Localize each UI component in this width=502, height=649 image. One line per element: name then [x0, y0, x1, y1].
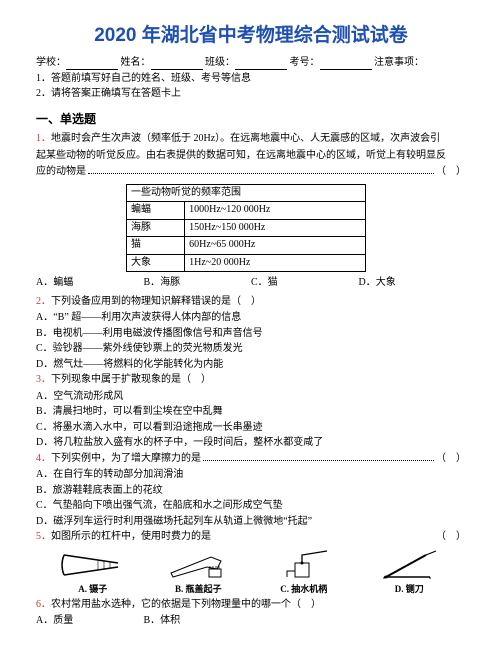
cell-range: 150Hz~150 000Hz — [185, 219, 366, 237]
q1-paren: （ ） — [436, 165, 466, 180]
table-row: 蝙蝠1000Hz~120 000Hz — [127, 202, 366, 220]
q1-line-b: 起某些动物的听觉反应。由右表提供的数据可知，在远离地震中心的区域，听觉上有较明显… — [36, 149, 466, 164]
cell-animal: 海豚 — [127, 219, 185, 237]
question-1: 1．地震时会产生次声波（频率低于 20Hz）。在远离地震中心、人无震感的区域，次… — [36, 132, 466, 147]
q6-choices: A．质量 B．体积 — [36, 614, 466, 629]
q2-opt-d: D．燃气灶——将燃料的化学能转化为内能 — [36, 358, 466, 373]
question-6: 6．农村常用盐水选种，它的依据是下列物理量中的哪一个（ ） — [36, 598, 466, 613]
q5-figures: A. 镊子 B. 瓶盖起子 C. 抽水机柄 — [40, 549, 462, 596]
q1-choice-c: C．猫 — [251, 276, 359, 291]
bottle-opener-icon — [163, 549, 233, 581]
q2-opt-c: C．验钞器——紫外线使钞票上的荧光物质发光 — [36, 342, 466, 357]
q3-opt-b: B．清晨扫地时，可以看到尘埃在空中乱舞 — [36, 405, 466, 420]
class-label: 班级： — [205, 56, 235, 71]
cell-range: 1000Hz~120 000Hz — [185, 202, 366, 220]
q1-choices: A．蝙蝠 B．海豚 C．猫 D．大象 — [36, 276, 466, 291]
q2-opt-a: A．“B” 超——利用次声波获得人体内部的信息 — [36, 311, 466, 326]
q5-text: 如图所示的杠杆中，使用时费力的是 — [51, 531, 211, 542]
fig-c-pump: C. 抽水机柄 — [251, 549, 357, 596]
q6-text: 农村常用盐水选种，它的依据是下列物理量中的哪一个（ ） — [51, 599, 321, 610]
q5-paren: （ ） — [436, 530, 466, 545]
fig-c-label: C. 抽水机柄 — [251, 583, 357, 596]
q1-table-caption: 一些动物听觉的频率范围 — [127, 184, 366, 202]
q6-choice-b: B．体积 — [144, 614, 252, 629]
q4-opt-b: B．旅游鞋鞋底表面上的花纹 — [36, 484, 466, 499]
q1-table-wrap: 一些动物听觉的频率范围 蝙蝠1000Hz~120 000Hz 海豚150Hz~1… — [126, 184, 366, 273]
q2-text: 下列设备应用到的物理知识解释错误的是（ ） — [51, 296, 261, 307]
class-blank — [235, 58, 287, 70]
page-title: 2020 年湖北省中考物理综合测试试卷 — [36, 22, 466, 50]
q3-number: 3． — [36, 374, 51, 385]
q5-number: 5． — [36, 531, 51, 542]
q4-dots — [203, 459, 434, 461]
q1-frequency-table: 一些动物听觉的频率范围 蝙蝠1000Hz~120 000Hz 海豚150Hz~1… — [126, 184, 366, 273]
notice-1: 1．答题前填写好自己的姓名、班级、考号等信息 — [36, 72, 466, 87]
q4-opt-c: C．气垫船向下喷出强气流，在船底和水之间形成空气垫 — [36, 499, 466, 514]
question-4: 4．下列实例中，为了增大摩擦力的是 （ ） — [36, 452, 466, 467]
q1-line-c: 应的动物是 — [36, 165, 86, 180]
q3-opt-a: A．空气流动形成风 — [36, 390, 466, 405]
notice-label: 注意事项： — [374, 56, 424, 71]
student-info-line: 学校： 姓名： 班级： 考号： 注意事项： — [36, 56, 466, 71]
q1-line-c-wrap: 应的动物是 （ ） — [36, 165, 466, 180]
q4-opt-a: A．在自行车的转动部分加润滑油 — [36, 468, 466, 483]
table-row: 猫60Hz~65 000Hz — [127, 237, 366, 255]
cell-animal: 大象 — [127, 254, 185, 272]
q6-choice-a: A．质量 — [36, 614, 144, 629]
q4-number: 4． — [36, 453, 51, 464]
q4-opt-d: D．磁浮列车运行时利用强磁场托起列车从轨道上微微地“托起” — [36, 515, 466, 530]
table-row: 海豚150Hz~150 000Hz — [127, 219, 366, 237]
fig-d-cutter: D. 铡刀 — [357, 549, 463, 596]
name-label: 姓名： — [121, 56, 151, 71]
fig-b-opener: B. 瓶盖起子 — [146, 549, 252, 596]
fig-d-label: D. 铡刀 — [357, 583, 463, 596]
q4-text: 下列实例中，为了增大摩擦力的是 — [51, 453, 201, 464]
q1-choice-d: D．大象 — [359, 276, 467, 291]
q6-number: 6． — [36, 599, 51, 610]
examno-label: 考号： — [290, 56, 320, 71]
q4-paren: （ ） — [436, 452, 466, 467]
cell-range: 60Hz~65 000Hz — [185, 237, 366, 255]
q1-line-a: 地震时会产生次声波（频率低于 20Hz）。在远离地震中心、人无震感的区域，次声波… — [51, 133, 440, 144]
question-5: 5．如图所示的杠杆中，使用时费力的是 （ ） — [36, 530, 466, 545]
q2-number: 2． — [36, 296, 51, 307]
fig-a-label: A. 镊子 — [40, 583, 146, 596]
cell-range: 1Hz~20 000Hz — [185, 254, 366, 272]
fig-b-label: B. 瓶盖起子 — [146, 583, 252, 596]
q3-text: 下列现象中属于扩散现象的是（ ） — [51, 374, 211, 385]
exam-page: 2020 年湖北省中考物理综合测试试卷 学校： 姓名： 班级： 考号： 注意事项… — [0, 0, 502, 649]
fig-a-tweezers: A. 镊子 — [40, 549, 146, 596]
q3-opt-c: C．将墨水滴入水中，可以看到沿途拖成一长串墨迹 — [36, 421, 466, 436]
school-blank — [66, 58, 118, 70]
section-heading-1: 一、单选题 — [36, 111, 466, 128]
q3-opt-d: D．将几粒盐放入盛有水的杯子中，一段时间后，整杯水都变咸了 — [36, 436, 466, 451]
tweezers-icon — [58, 549, 128, 581]
q2-opt-b: B．电视机——利用电磁波传播图像信号和声音信号 — [36, 327, 466, 342]
name-blank — [151, 58, 203, 70]
q1-number: 1． — [36, 133, 51, 144]
school-label: 学校： — [36, 56, 66, 71]
examno-blank — [320, 58, 372, 70]
question-3: 3．下列现象中属于扩散现象的是（ ） — [36, 373, 466, 388]
cell-animal: 猫 — [127, 237, 185, 255]
hay-cutter-icon — [374, 549, 444, 581]
notice-2: 2．请将答案正确填写在答题卡上 — [36, 87, 466, 102]
cell-animal: 蝙蝠 — [127, 202, 185, 220]
notice-block: 1．答题前填写好自己的姓名、班级、考号等信息 2．请将答案正确填写在答题卡上 — [36, 72, 466, 101]
table-row: 大象1Hz~20 000Hz — [127, 254, 366, 272]
q1-choice-a: A．蝙蝠 — [36, 276, 144, 291]
pump-handle-icon — [269, 549, 339, 581]
q1-choice-b: B．海豚 — [144, 276, 252, 291]
question-2: 2．下列设备应用到的物理知识解释错误的是（ ） — [36, 295, 466, 310]
q1-dots — [88, 172, 434, 174]
